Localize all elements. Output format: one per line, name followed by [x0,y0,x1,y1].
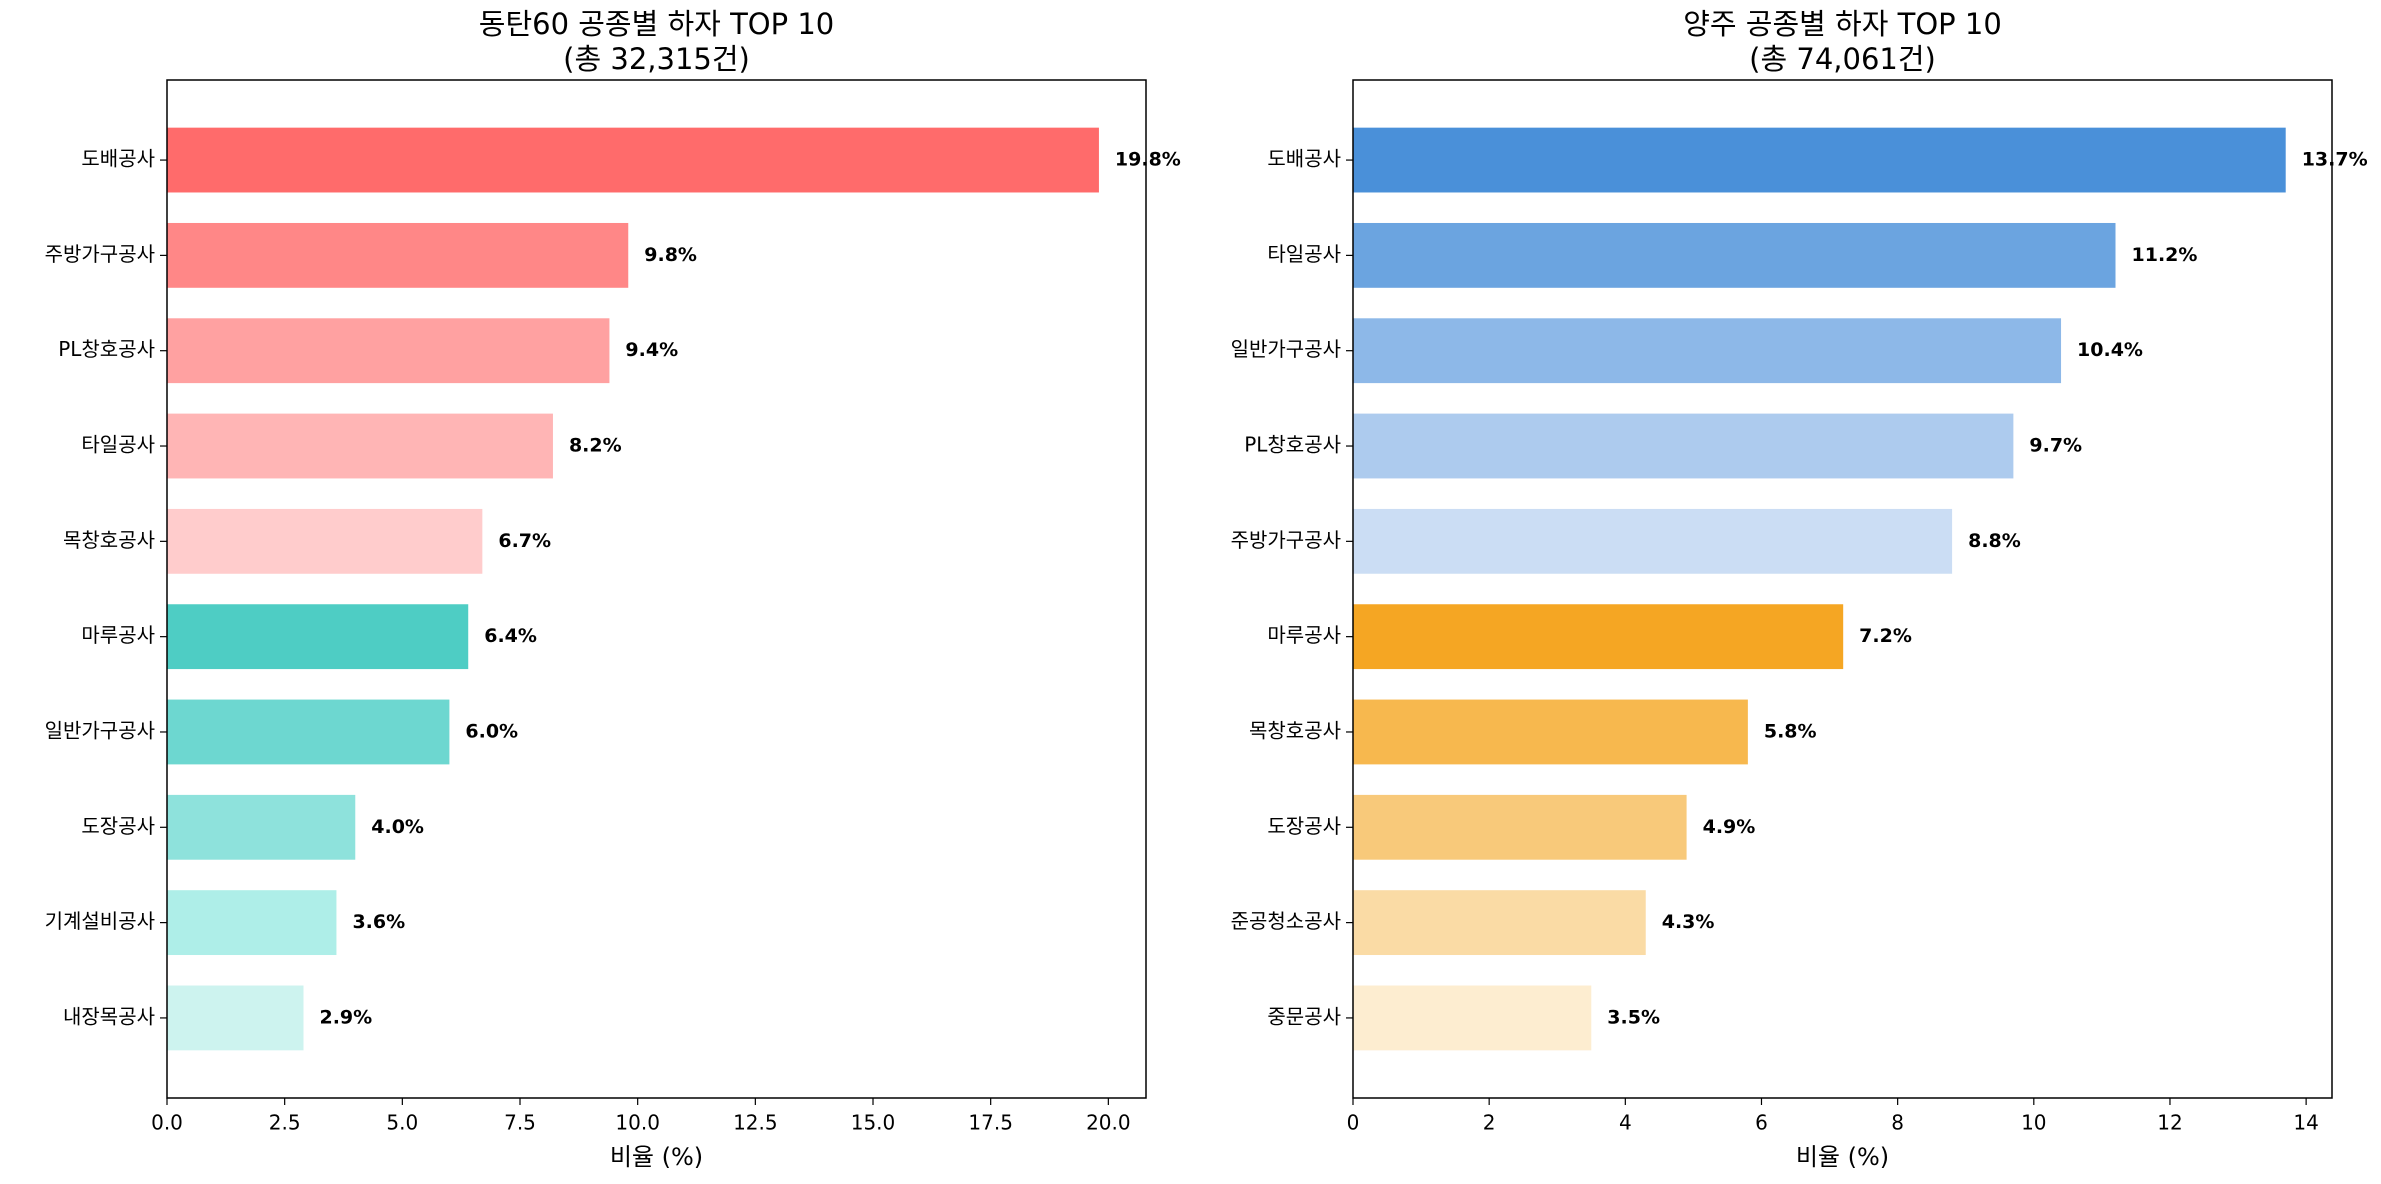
y-tick-label: 타일공사 [1267,242,1341,266]
plot-frame [166,79,1147,1099]
y-tick-label: 도배공사 [1267,147,1341,171]
x-tick-label: 14 [2293,1111,2318,1135]
bar [1353,985,1592,1051]
y-tick-label: 도배공사 [81,147,155,171]
x-axis-label: 비율 (%) [610,1143,703,1171]
value-label: 6.7% [498,530,551,552]
x-tick-label: 20.0 [1086,1111,1131,1135]
bar [167,699,450,765]
bar [1353,794,1687,860]
y-tick-label: 기계설비공사 [45,909,155,933]
bar [1353,222,2116,288]
x-tick-label: 4 [1619,1111,1632,1135]
x-tick-label: 10.0 [615,1111,660,1135]
x-tick-label: 2.5 [269,1111,301,1135]
value-label: 4.9% [1703,816,1756,838]
y-tick-label: 일반가구공사 [45,718,155,742]
x-tick-label: 10 [2021,1111,2046,1135]
bar [167,985,304,1051]
bar [167,127,1099,193]
chart-title: 양주 공종별 하자 TOP 10 [1683,7,2002,41]
value-label: 6.4% [484,625,537,647]
y-tick-label: 도장공사 [1267,814,1341,838]
chart-title: 동탄60 공종별 하자 TOP 10 [479,7,834,41]
bar [167,413,553,479]
value-label: 4.0% [371,816,424,838]
chart-subtitle: (총 74,061건) [1749,42,1936,76]
x-axis-label: 비율 (%) [1796,1143,1889,1171]
value-label: 6.0% [465,720,518,742]
bar [1353,699,1748,765]
bar [1353,127,2286,193]
bar [167,794,356,860]
y-tick-label: 목창호공사 [1249,718,1341,742]
value-label: 9.8% [644,244,697,266]
value-label: 7.2% [1859,625,1912,647]
y-tick-label: 마루공사 [1267,623,1341,647]
y-tick-label: 준공청소공사 [1231,909,1341,933]
x-tick-label: 12.5 [733,1111,778,1135]
value-label: 2.9% [319,1006,372,1028]
bar [1353,890,1646,956]
y-tick-label: PL창호공사 [58,337,155,361]
x-tick-label: 6 [1755,1111,1768,1135]
value-label: 10.4% [2077,339,2143,361]
x-tick-label: 17.5 [968,1111,1013,1135]
y-tick-label: 내장목공사 [63,1004,155,1028]
value-label: 9.7% [2029,435,2082,457]
value-label: 3.6% [352,911,405,933]
bar [167,604,469,670]
y-tick-label: PL창호공사 [1244,433,1341,457]
value-label: 4.3% [1662,911,1715,933]
x-tick-label: 5.0 [386,1111,418,1135]
bar [1353,604,1844,670]
chart-subtitle: (총 32,315건) [563,42,750,76]
y-tick-label: 중문공사 [1267,1004,1341,1028]
plot-frame [1352,79,2333,1099]
value-label: 9.4% [625,339,678,361]
bar [167,890,337,956]
value-label: 11.2% [2132,244,2198,266]
y-tick-label: 일반가구공사 [1231,337,1341,361]
bar [167,222,629,288]
bar [167,318,610,384]
value-label: 19.8% [1115,149,1181,171]
y-tick-label: 주방가구공사 [1231,528,1341,552]
x-tick-label: 2 [1483,1111,1496,1135]
y-tick-label: 마루공사 [81,623,155,647]
value-label: 8.2% [569,435,622,457]
x-tick-label: 15.0 [851,1111,896,1135]
bar [1353,508,1953,574]
value-label: 8.8% [1968,530,2021,552]
y-tick-label: 주방가구공사 [45,242,155,266]
bar [167,508,483,574]
x-tick-label: 0.0 [151,1111,183,1135]
bar [1353,318,2062,384]
x-tick-label: 8 [1891,1111,1904,1135]
value-label: 5.8% [1764,720,1817,742]
value-label: 3.5% [1607,1006,1660,1028]
value-label: 13.7% [2302,149,2368,171]
x-tick-label: 0 [1347,1111,1360,1135]
bar [1353,413,2014,479]
y-tick-label: 도장공사 [81,814,155,838]
x-tick-label: 7.5 [504,1111,536,1135]
y-tick-label: 목창호공사 [63,528,155,552]
x-tick-label: 12 [2157,1111,2182,1135]
y-tick-label: 타일공사 [81,433,155,457]
